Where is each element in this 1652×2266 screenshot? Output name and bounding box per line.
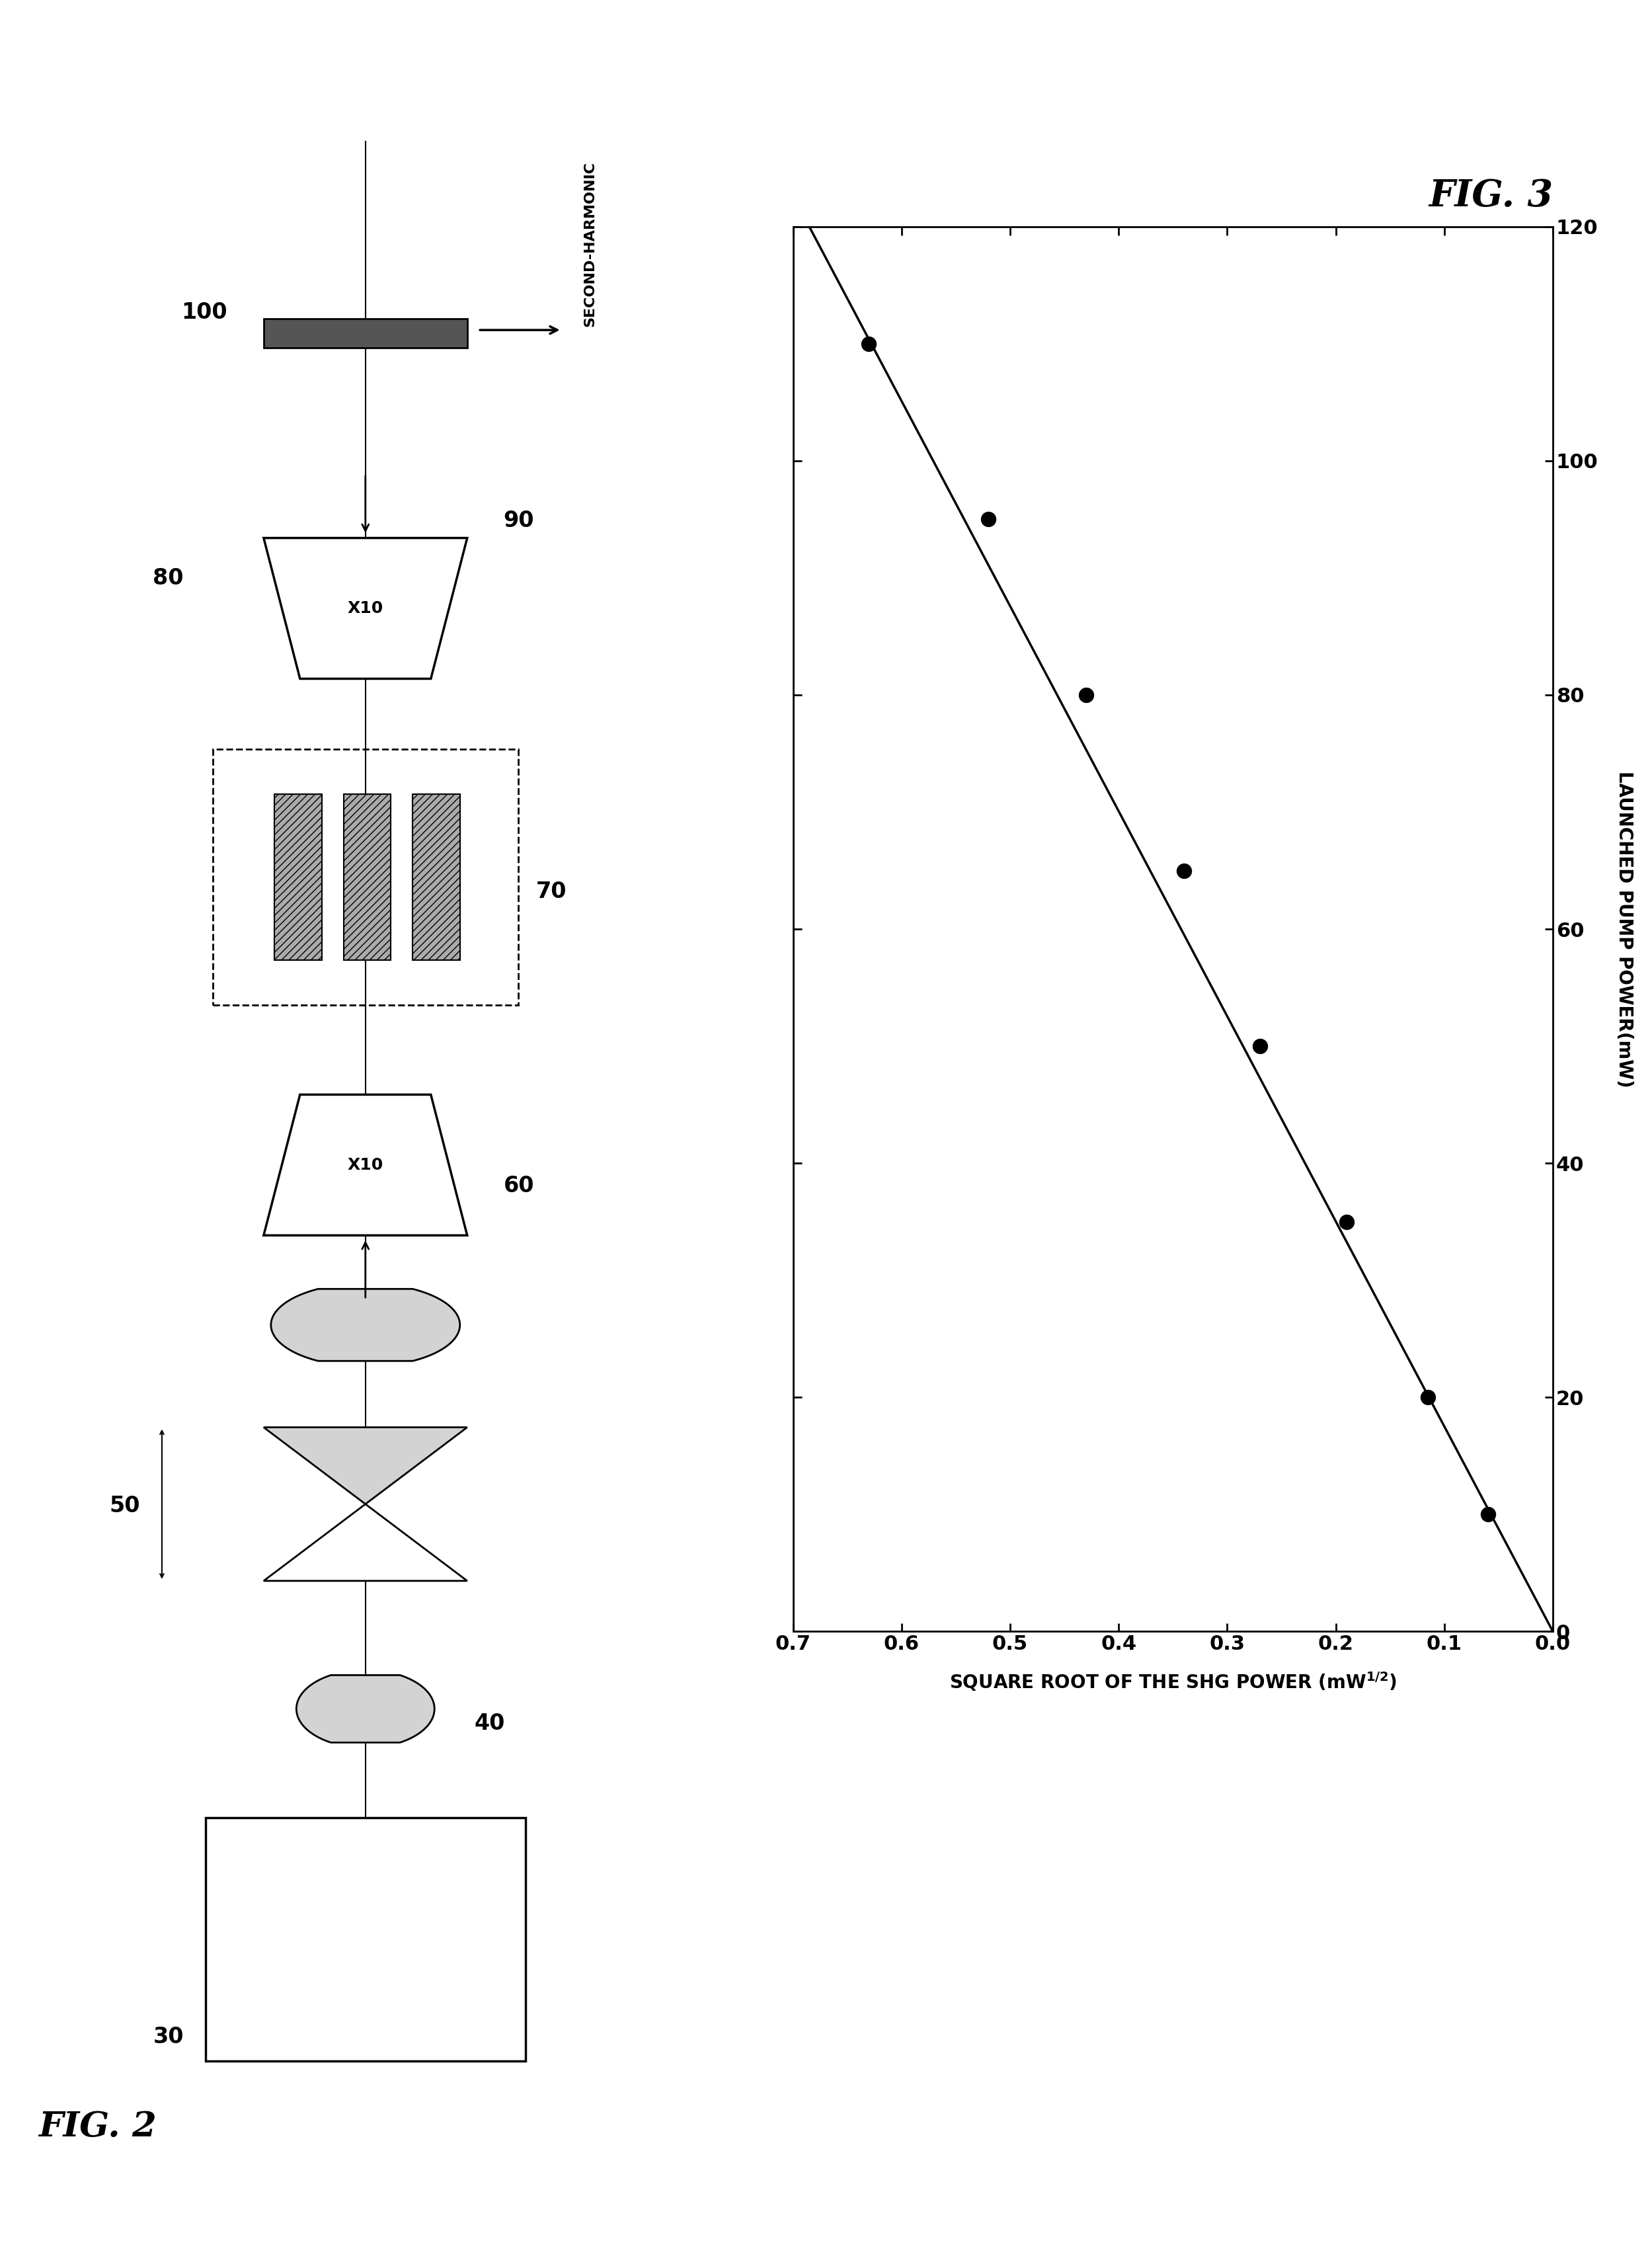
Bar <box>344 793 392 961</box>
Text: X10: X10 <box>347 1158 383 1174</box>
Point <box>1171 852 1198 888</box>
Polygon shape <box>264 537 468 680</box>
Text: 40: 40 <box>474 1713 506 1733</box>
Bar <box>413 793 459 961</box>
Text: 80: 80 <box>154 566 183 589</box>
Text: 30: 30 <box>154 2026 183 2048</box>
Polygon shape <box>296 1675 434 1743</box>
Point <box>1414 1380 1441 1416</box>
Text: SECOND-HARMONIC: SECOND-HARMONIC <box>583 161 596 326</box>
Bar <box>274 793 322 961</box>
Point <box>856 326 882 363</box>
Text: X10: X10 <box>347 600 383 616</box>
Point <box>1333 1203 1360 1240</box>
Y-axis label: LAUNCHED PUMP POWER(mW): LAUNCHED PUMP POWER(mW) <box>1614 770 1634 1088</box>
Bar <box>205 1817 525 2060</box>
Point <box>1475 1496 1502 1532</box>
Point <box>1247 1029 1274 1065</box>
Text: 70: 70 <box>537 881 567 902</box>
Polygon shape <box>264 1428 468 1505</box>
Text: 100: 100 <box>182 301 228 324</box>
Point <box>1072 678 1099 714</box>
Point <box>975 501 1001 537</box>
Text: 90: 90 <box>504 510 534 533</box>
Polygon shape <box>264 1094 468 1235</box>
Bar <box>213 750 519 1006</box>
Polygon shape <box>264 1505 468 1582</box>
X-axis label: SQUARE ROOT OF THE SHG POWER (mW$\mathregular{^{1/2}}$): SQUARE ROOT OF THE SHG POWER (mW$\mathre… <box>950 1670 1396 1693</box>
Text: 50: 50 <box>109 1496 140 1516</box>
Text: FIG. 3: FIG. 3 <box>1429 179 1553 215</box>
Bar <box>264 320 468 347</box>
Text: 60: 60 <box>504 1176 534 1196</box>
Polygon shape <box>271 1289 459 1362</box>
Text: FIG. 2: FIG. 2 <box>38 2110 157 2144</box>
